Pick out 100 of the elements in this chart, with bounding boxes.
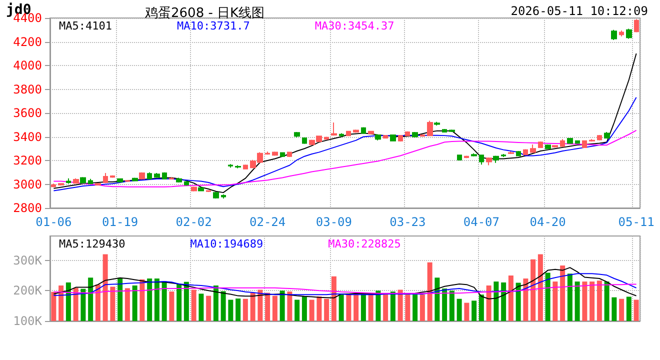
candlestick — [243, 164, 248, 170]
candlestick — [154, 172, 160, 178]
candlestick — [339, 132, 344, 138]
candlestick — [545, 144, 551, 150]
candlestick — [449, 129, 455, 132]
candlestick — [390, 134, 396, 142]
x-tick-label: 03-09 — [316, 215, 352, 229]
candlestick — [434, 121, 440, 126]
candlestick — [198, 186, 204, 192]
x-tick-label: 02-02 — [176, 215, 212, 229]
y-tick-label: 4200 — [13, 34, 42, 49]
candlestick — [139, 172, 145, 180]
line-series — [53, 284, 637, 294]
candlestick — [331, 122, 337, 136]
x-tick-label: 05-11 — [618, 215, 654, 229]
candlestick — [191, 186, 197, 192]
candlestick — [493, 155, 499, 164]
candlestick — [486, 157, 492, 166]
text: MA30:3454.37 — [314, 20, 394, 32]
candlestick — [88, 178, 93, 184]
candlestick — [634, 18, 639, 33]
candlestick — [375, 134, 381, 141]
candlestick — [412, 132, 418, 138]
candlestick — [479, 154, 484, 166]
line-series — [53, 130, 637, 188]
candlestick — [405, 130, 410, 137]
y-tick-label: 3600 — [13, 106, 42, 120]
candlestick — [619, 30, 624, 37]
candlestick — [567, 137, 573, 144]
candlestick — [117, 178, 123, 183]
candlestick — [147, 172, 152, 180]
candlestick — [324, 136, 329, 140]
candlestick — [58, 182, 64, 186]
candlestick — [582, 140, 587, 149]
candlestick — [523, 148, 528, 156]
candlestick — [66, 178, 71, 184]
x-tick-label: 01-19 — [102, 215, 138, 229]
y-tick-label: 3000 — [13, 177, 42, 192]
candlestick — [368, 130, 374, 135]
candlestick — [51, 183, 56, 188]
candlestick — [213, 191, 219, 199]
candlestick — [110, 174, 115, 178]
candlestick — [132, 177, 138, 182]
candlestick — [353, 129, 359, 134]
candlestick — [560, 138, 565, 148]
candlestick — [420, 134, 425, 137]
candlestick — [508, 151, 514, 154]
x-tick-label: 01-06 — [36, 215, 72, 229]
candlestick — [530, 144, 536, 154]
candlestick — [280, 152, 285, 158]
text: MA10:3731.7 — [176, 20, 250, 32]
candlestick — [294, 132, 300, 138]
line-series — [53, 273, 637, 296]
x-tick-label: 04-20 — [530, 215, 566, 229]
y-tick-label: 200K — [13, 284, 43, 298]
candlestick — [169, 176, 174, 180]
candlestick — [272, 151, 278, 156]
candlestick — [206, 190, 211, 192]
y-tick-label: 300K — [13, 253, 43, 268]
x-tick-label: 04-07 — [463, 215, 500, 229]
candlestick — [538, 141, 543, 149]
text: MA30:228825 — [328, 238, 401, 250]
text: MA5:129430 — [59, 238, 126, 250]
line-series — [53, 96, 637, 192]
candlestick — [162, 172, 167, 180]
text: MA10:194689 — [190, 238, 264, 250]
x-tick-label: 02-24 — [250, 215, 286, 229]
candlestick — [265, 151, 270, 156]
candlestick — [125, 180, 130, 182]
candlestick — [626, 28, 632, 40]
candlestick — [103, 172, 108, 184]
candlestick — [597, 134, 602, 141]
candlestick — [235, 164, 241, 169]
candlestick — [176, 177, 182, 183]
x-tick-label: 03-23 — [390, 215, 426, 229]
candlestick — [427, 120, 433, 137]
candlestick — [221, 194, 226, 199]
candlestick — [228, 164, 233, 168]
candlestick — [346, 130, 351, 137]
y-tick-label: 3800 — [13, 82, 42, 96]
candlestick — [464, 155, 469, 159]
candlestick — [398, 134, 403, 142]
text: MA5:4101 — [59, 20, 112, 32]
candlestick — [302, 137, 307, 144]
candlestick — [516, 150, 521, 156]
y-tick-label: 2800 — [13, 201, 42, 215]
candlestick — [575, 140, 580, 144]
y-tick-label: 4000 — [13, 58, 42, 72]
candlestick — [80, 176, 86, 184]
line-series — [53, 267, 637, 300]
y-tick-label: 100K — [13, 314, 43, 328]
candlestick — [184, 180, 189, 186]
candlestick — [552, 144, 558, 148]
candlestick — [383, 134, 388, 140]
candlestick — [287, 152, 292, 158]
chart-title: 鸡蛋2608 - 日K线图 — [144, 6, 265, 21]
text: 2026-05-11 10:12:09 — [510, 4, 648, 18]
candlestick — [604, 132, 610, 140]
y-tick-label: 3400 — [13, 130, 42, 144]
candlestick — [611, 29, 617, 40]
